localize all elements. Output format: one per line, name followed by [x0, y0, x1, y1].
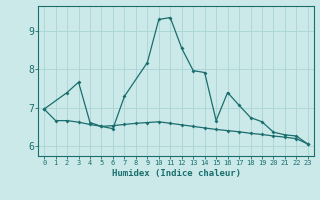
X-axis label: Humidex (Indice chaleur): Humidex (Indice chaleur): [111, 169, 241, 178]
